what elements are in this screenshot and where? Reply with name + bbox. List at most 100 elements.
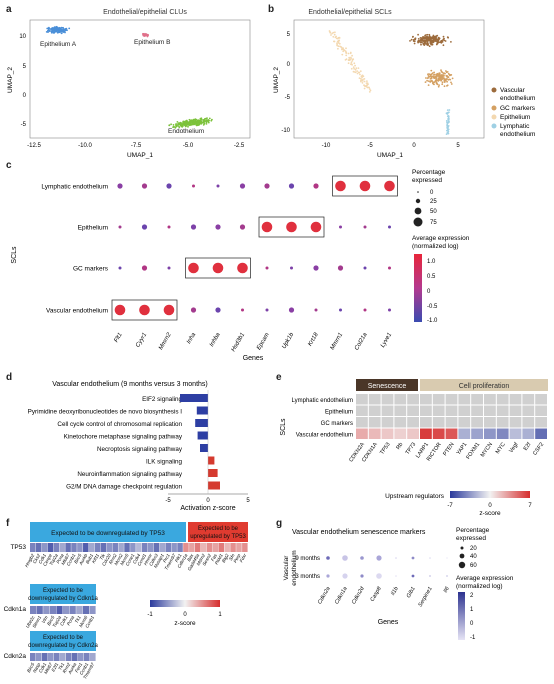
senescence-header: Senescence	[368, 383, 407, 390]
gene-label: Pcna	[55, 553, 65, 565]
panel-label-d: d	[6, 372, 13, 383]
g-size-dot-60	[458, 561, 466, 569]
vascular-point	[428, 39, 431, 42]
gene-label: Prc1	[162, 553, 171, 564]
heatmap-cell	[47, 543, 54, 552]
epithelium-point	[354, 64, 356, 67]
epithelium-point	[366, 86, 369, 89]
gc-marker-point	[450, 83, 453, 85]
epithelium-point	[360, 77, 362, 80]
gene-label: Flt1	[114, 332, 124, 344]
heatmap-cell	[94, 543, 101, 552]
heatmap-cell	[165, 543, 172, 552]
g-size-label-60: 60	[470, 563, 477, 569]
endothelium-point	[186, 121, 189, 124]
epithelium-point	[368, 86, 370, 89]
lymphatic-point	[447, 118, 449, 120]
g-size-dot-40	[459, 553, 465, 559]
gene-label: Top2a	[48, 553, 59, 567]
panel-c-row-label: Vascular endothelium	[46, 308, 108, 315]
panel-b-xtick-0: -10	[322, 143, 331, 149]
epithelium-point	[350, 63, 353, 65]
dot	[411, 574, 415, 578]
gc-marker-point	[447, 78, 450, 81]
gc-marker-point	[451, 77, 454, 80]
dot	[363, 308, 367, 312]
panel-g-dotplot: Vascular endothelium senescence markers …	[283, 527, 514, 641]
epithelium-a-point	[56, 27, 59, 30]
dot	[188, 262, 199, 274]
panel-d-xtick: -5	[165, 498, 171, 504]
g-color-tick-3: -1	[470, 635, 476, 641]
heatmap-cell	[71, 543, 77, 552]
dot	[118, 266, 122, 270]
epithelium-point	[360, 79, 363, 81]
heatmap-cell	[90, 653, 96, 661]
dot	[429, 557, 431, 559]
gene-label: Hmgb2	[24, 553, 36, 568]
panel-label-a: a	[6, 4, 12, 15]
gc-marker-point	[433, 73, 436, 76]
epithelium-point	[361, 82, 364, 84]
gc-marker-point	[443, 81, 446, 83]
heatmap-cell	[471, 417, 483, 428]
lymphatic-point	[446, 129, 448, 132]
cluster-label-endothelium: Endothelium	[168, 128, 204, 135]
endothelium-point	[196, 121, 199, 124]
heatmap-cell	[49, 606, 56, 614]
epithelium-point	[350, 56, 352, 59]
panel-a-xtick-2: -7.5	[131, 143, 142, 149]
epithelium-point	[351, 54, 353, 57]
pathway-bar	[180, 394, 208, 402]
proliferation-header: Cell proliferation	[459, 383, 510, 390]
epithelium-point	[337, 45, 340, 48]
pathway-label: G2/M DNA damage checkpoint regulation	[66, 484, 182, 491]
epithelium-point	[355, 67, 358, 70]
vascular-point	[428, 36, 431, 39]
heatmap-cell	[136, 543, 142, 552]
epithelium-point	[358, 71, 361, 74]
gene-label: Birc5	[73, 553, 83, 565]
lymphatic-point	[448, 109, 451, 111]
g-size-label-20: 20	[470, 546, 477, 552]
gc-marker-point	[445, 79, 447, 82]
panel-d-xlabel: Activation z-score	[180, 505, 235, 512]
epithelium-point	[351, 60, 354, 62]
heatmap-cell	[471, 405, 483, 416]
size-legend-dot-50	[414, 207, 422, 215]
gene-label: Rrm2	[108, 553, 118, 565]
dot	[190, 224, 197, 230]
epithelium-point	[341, 48, 343, 51]
heatmap-cell	[394, 394, 407, 405]
regulator-label: Rb	[395, 442, 404, 451]
pathway-label: Cell cycle control of chromosomal replic…	[57, 421, 182, 428]
epithelium-point	[337, 39, 340, 42]
legend-swatch-gc	[491, 105, 497, 111]
panel-c-xlabel: Genes	[243, 355, 264, 362]
vascular-point	[424, 37, 427, 40]
epithelium-a-point	[54, 28, 57, 30]
heatmap-cell	[112, 543, 118, 552]
endothelium-point	[176, 123, 178, 125]
panel-b-ytick-0: 5	[287, 32, 291, 38]
dot	[395, 557, 397, 559]
heatmap-cell	[432, 417, 445, 428]
heatmap-cell	[368, 428, 381, 439]
epithelium-point	[350, 67, 353, 70]
gene-label: Upk1b	[281, 331, 295, 350]
gene-label: Glb1	[406, 586, 417, 599]
gene-label: Hsd3b1	[231, 332, 247, 353]
gc-marker-point	[427, 77, 430, 79]
regulator-label: FOXM1	[465, 442, 481, 461]
epithelium-b-point	[142, 34, 145, 37]
dot	[429, 575, 431, 577]
heatmap-cell	[41, 543, 48, 552]
gc-marker-point	[432, 83, 435, 85]
heatmap-cell	[42, 653, 48, 661]
legend-label-gc: GC markers	[500, 105, 536, 112]
epithelium-point	[347, 52, 350, 55]
gene-label: Ttk	[99, 552, 107, 561]
dot	[237, 262, 248, 274]
panel-b-ytick-1: 0	[287, 62, 291, 68]
endothelium-point	[181, 125, 184, 128]
